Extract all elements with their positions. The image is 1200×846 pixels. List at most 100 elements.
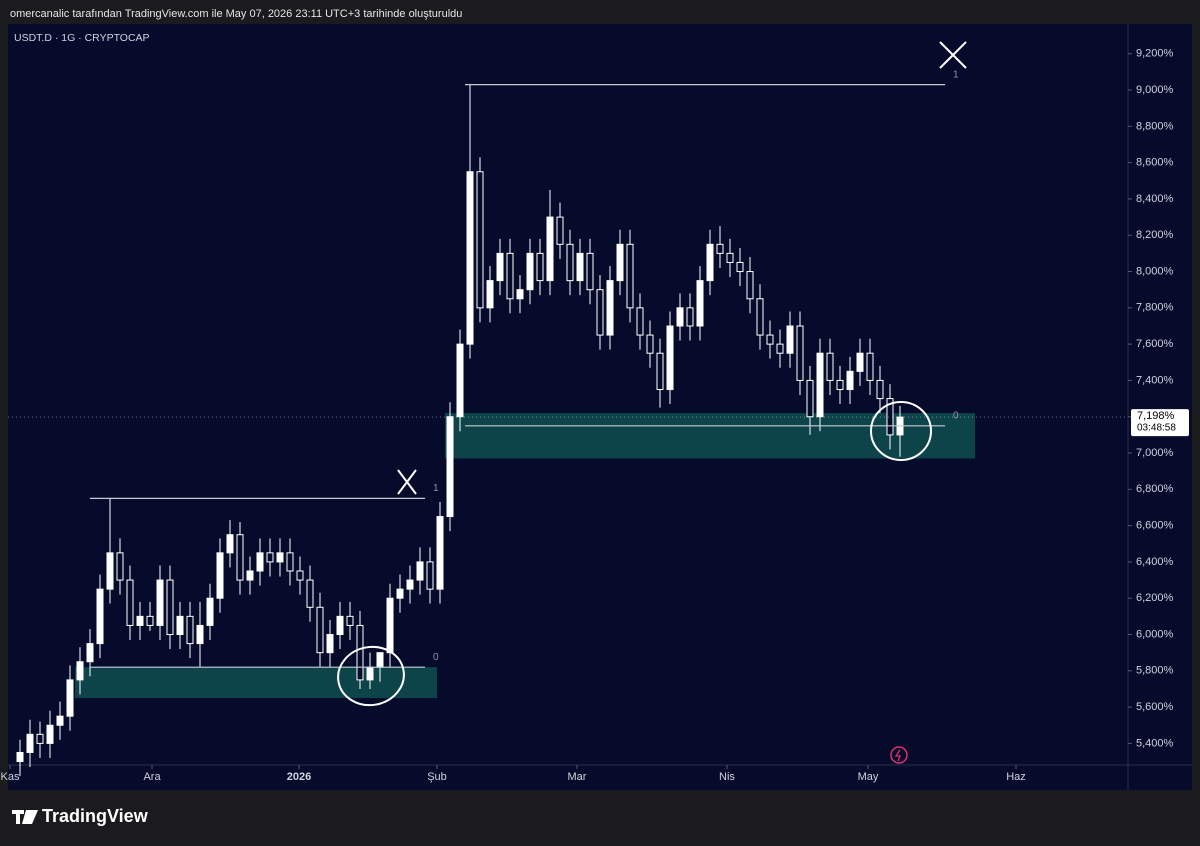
candle-body (516, 289, 524, 300)
candle-body (626, 243, 634, 309)
candle-body (616, 243, 624, 282)
x-tick-label: May (858, 771, 879, 783)
candle-body (266, 552, 274, 563)
x-tick-label: Ara (143, 771, 161, 783)
marks: 5,400% 5,600% 5,800% 6,000% 6,200% 6,400% 6,60… (1, 48, 1189, 783)
candle-body (86, 643, 94, 663)
candle-body (526, 252, 534, 291)
circle (337, 645, 405, 707)
plot-background (8, 24, 1192, 790)
y-tick-label: 6,000% (1136, 628, 1174, 640)
y-tick-label: 6,600% (1136, 520, 1174, 532)
candle-body (176, 615, 184, 636)
alert-icon (894, 749, 901, 762)
candle-body (16, 751, 24, 763)
candle-body (606, 280, 614, 336)
candle-body (656, 352, 664, 391)
candle-body (566, 243, 574, 282)
logo-icon (12, 810, 38, 824)
candle-body (116, 552, 124, 581)
candle-body (596, 289, 604, 336)
candle-body (186, 615, 194, 645)
candle-body (636, 307, 644, 336)
candle-body (306, 579, 314, 608)
candle-body (386, 597, 394, 654)
x-mark (397, 469, 417, 495)
candle-body (476, 171, 484, 309)
candle-body (316, 606, 324, 654)
candle-body (836, 379, 844, 391)
candle-body (296, 570, 304, 581)
fib-label: 1 (433, 483, 439, 494)
y-tick-label: 8,200% (1136, 229, 1174, 241)
candle-body (816, 352, 824, 418)
candle-body (556, 216, 564, 245)
candle-body (446, 416, 454, 518)
candle-body (706, 243, 714, 282)
candle-body (826, 352, 834, 381)
candle-body (426, 561, 434, 590)
y-tick-label: 6,800% (1136, 483, 1174, 495)
candle-body (866, 352, 874, 381)
fib-label: 1 (953, 69, 959, 80)
candle-body (126, 579, 134, 626)
candle-body (786, 325, 794, 354)
y-tick-label: 8,600% (1136, 157, 1174, 169)
candle-body (46, 724, 54, 744)
y-tick-label: 8,000% (1136, 265, 1174, 277)
annotations (337, 41, 967, 707)
candle-body (206, 597, 214, 626)
candle-body (766, 334, 774, 345)
zone (75, 667, 437, 699)
candle-body (336, 615, 344, 636)
candle-body (366, 666, 374, 681)
candle-body (646, 334, 654, 354)
candle-body (496, 252, 504, 282)
candle-body (686, 307, 694, 327)
countdown: 03:48:58 (1137, 423, 1176, 434)
y-tick-label: 6,400% (1136, 556, 1174, 568)
y-tick-label: 9,200% (1136, 48, 1174, 60)
candle-body (246, 570, 254, 581)
candle-body (106, 552, 114, 590)
candle-body (66, 679, 74, 717)
y-tick-label: 7,000% (1136, 447, 1174, 459)
candle-body (466, 171, 474, 345)
candle-body (416, 561, 424, 581)
candle-body (696, 280, 704, 327)
candle-body (136, 615, 144, 626)
candle-body (796, 325, 804, 381)
candle-body (346, 615, 354, 626)
candle-body (456, 343, 464, 418)
candle-body (196, 624, 204, 645)
circle (870, 401, 932, 461)
fib-label: 0 (433, 652, 439, 663)
candle-body (536, 252, 544, 282)
candle-body (436, 516, 444, 590)
y-tick-label: 9,000% (1136, 84, 1174, 96)
candle-body (326, 634, 334, 654)
candle-body (876, 379, 884, 400)
x-tick-label: 2026 (287, 771, 311, 783)
alert-icon[interactable] (890, 746, 908, 764)
candle-body (236, 534, 244, 581)
x-mark (939, 41, 967, 69)
y-tick-label: 8,800% (1136, 120, 1174, 132)
candle-body (676, 307, 684, 327)
symbol-title: USDT.D · 1G · CRYPTOCAP (14, 32, 150, 44)
candle-body (56, 715, 64, 726)
candle-body (776, 343, 784, 354)
candle-body (666, 325, 674, 391)
candle-body (156, 579, 164, 626)
x-tick-label: Nis (719, 771, 735, 783)
y-tick-label: 7,400% (1136, 374, 1174, 386)
y-tick-label: 5,800% (1136, 665, 1174, 677)
candle-body (806, 379, 814, 418)
candle-body (286, 552, 294, 572)
candle-body (506, 252, 514, 300)
y-tick-label: 7,600% (1136, 338, 1174, 350)
candle-body (226, 534, 234, 554)
candle-body (756, 298, 764, 336)
